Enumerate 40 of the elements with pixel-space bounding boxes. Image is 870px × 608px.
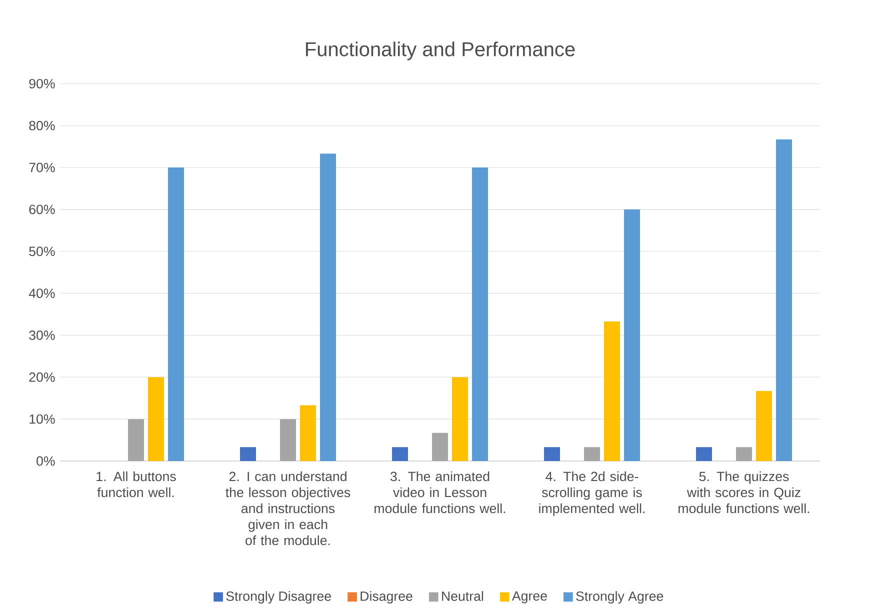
- legend-label: Strongly Disagree: [226, 591, 331, 604]
- bar: [168, 167, 184, 461]
- bar: [148, 377, 164, 461]
- y-tick-label: 30%: [29, 330, 55, 340]
- legend-label: Neutral: [442, 591, 484, 601]
- y-tick-label: 20%: [29, 372, 55, 382]
- bar: [776, 139, 792, 461]
- bar: [696, 447, 712, 461]
- bar: [300, 405, 316, 461]
- x-tick-label: 2. I can understand the lesson objectives and instructions given in each of the module.: [226, 471, 350, 546]
- bar: [432, 432, 448, 461]
- bar: [584, 447, 600, 461]
- x-tick-label: 5. The quizzes with scores in Quiz module functions well.: [678, 471, 810, 514]
- y-tick-label: 80%: [29, 120, 55, 130]
- bar: [452, 377, 468, 461]
- x-tick-label: 4. The 2d side-scrolling game is implemented well.: [539, 471, 644, 516]
- bar: [756, 390, 772, 461]
- bar: [544, 447, 560, 461]
- y-tick-label: 60%: [29, 204, 55, 214]
- y-tick-label: 40%: [28, 288, 55, 298]
- legend-label: Disagree: [360, 591, 412, 604]
- y-tick-label: 50%: [29, 246, 55, 256]
- bar: [128, 419, 144, 461]
- y-tick-label: 10%: [30, 414, 55, 424]
- bar: [624, 209, 640, 461]
- bar: [392, 447, 408, 461]
- bar: [604, 321, 620, 461]
- x-tick-label: 1. All buttons function well.: [96, 471, 176, 498]
- legend-label: Agree: [512, 591, 547, 604]
- y-tick-label: 70%: [29, 162, 55, 172]
- y-tick-label: 0%: [36, 456, 55, 466]
- legend-label: Strongly Agree: [576, 591, 664, 604]
- y-tick-label: 90%: [29, 78, 55, 88]
- chart-title: Functionality and Performance: [306, 42, 575, 60]
- bar: [240, 447, 256, 461]
- bar: [736, 447, 752, 461]
- bar: [280, 419, 296, 461]
- bar: [320, 154, 336, 461]
- bar: [472, 167, 488, 461]
- x-tick-label: 3. The animated video in Lesson module functions well.: [374, 471, 506, 514]
